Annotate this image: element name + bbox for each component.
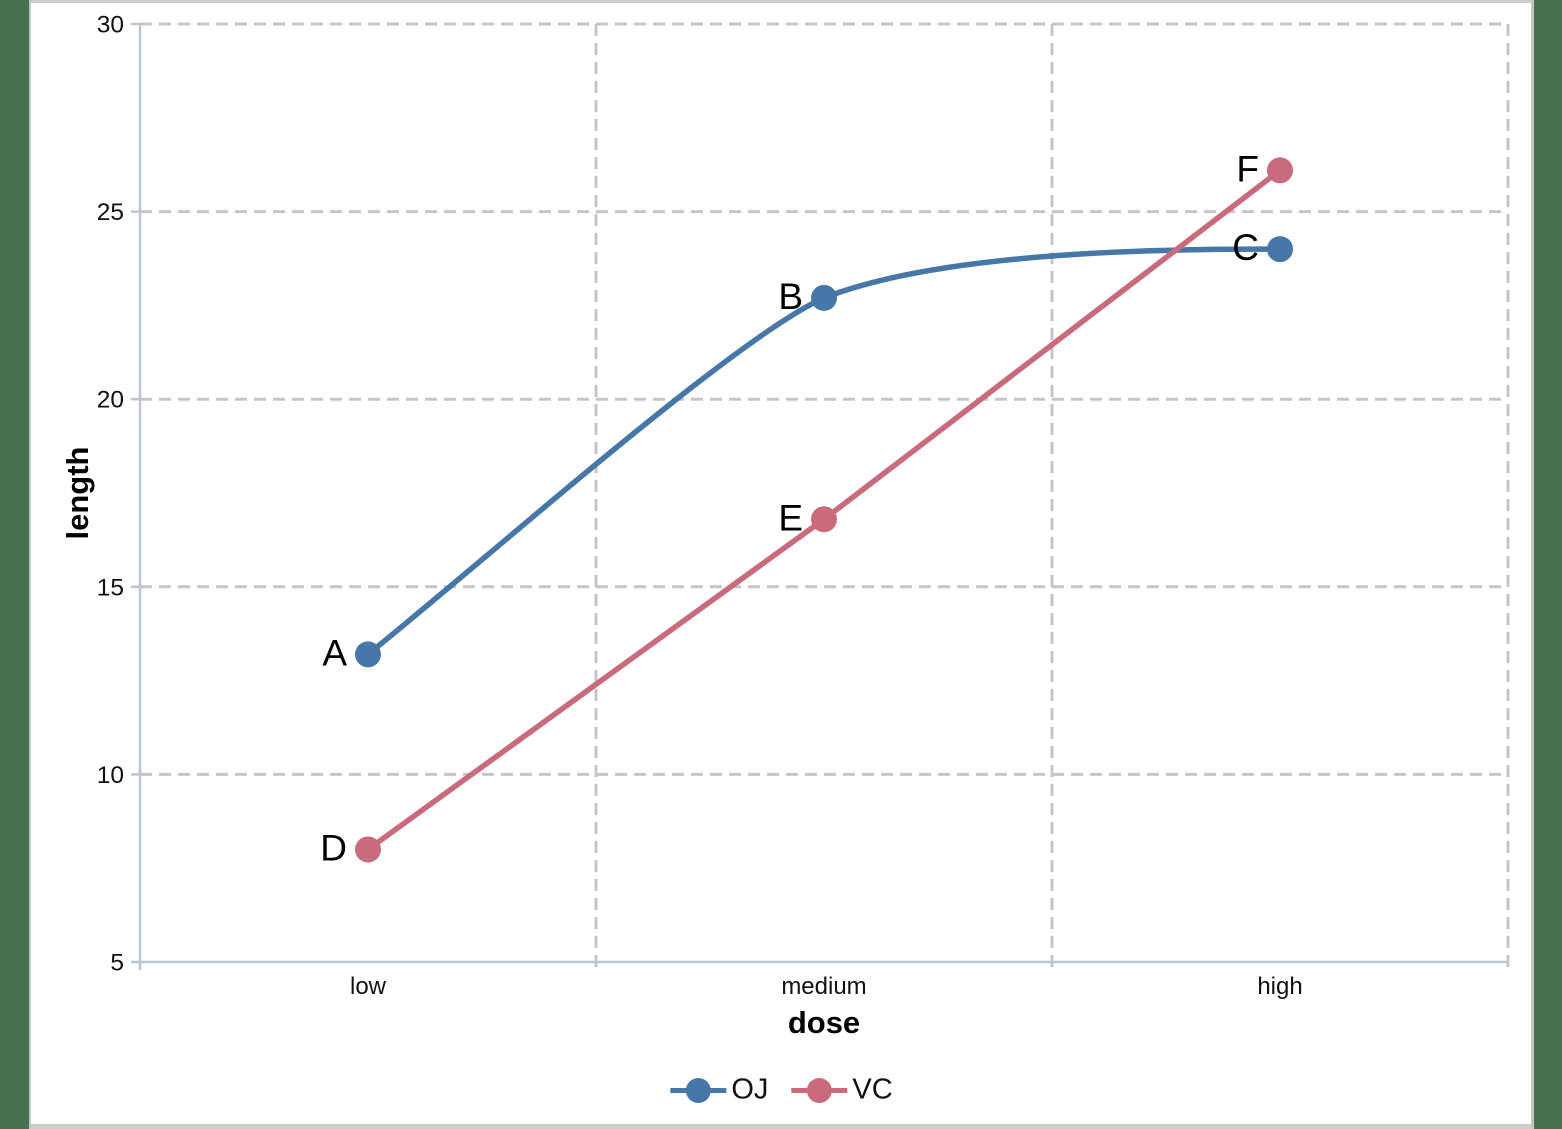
- legend-label-oj: OJ: [731, 1073, 769, 1106]
- data-point-f: [1267, 157, 1293, 184]
- data-point-b: [811, 284, 837, 311]
- y-tick-label: 25: [97, 199, 124, 226]
- y-axis-title: length: [60, 446, 95, 540]
- point-label-f: F: [1236, 148, 1259, 189]
- y-tick-label: 10: [97, 762, 124, 789]
- x-tick-label: medium: [781, 973, 866, 1000]
- legend-item-vc: VC: [790, 1073, 893, 1107]
- point-label-c: C: [1232, 227, 1259, 268]
- y-tick-label: 15: [97, 574, 124, 601]
- chart-canvas: [29, 0, 1534, 1129]
- data-point-c: [1267, 236, 1293, 263]
- x-tick-label: low: [350, 973, 387, 1000]
- point-label-d: D: [320, 827, 347, 868]
- legend: OJ VC: [669, 1073, 893, 1107]
- legend-marker-oj: [670, 1077, 727, 1103]
- data-point-a: [355, 641, 381, 668]
- point-label-e: E: [778, 497, 803, 538]
- y-tick-label: 30: [97, 12, 124, 39]
- x-axis-title: dose: [787, 1005, 861, 1040]
- data-point-d: [355, 836, 381, 863]
- legend-item-oj: OJ: [669, 1074, 768, 1107]
- legend-marker-vc: [791, 1077, 848, 1103]
- point-label-a: A: [322, 632, 347, 673]
- y-tick-label: 20: [97, 387, 124, 414]
- x-tick-label: high: [1257, 973, 1302, 1000]
- y-tick-label: 5: [110, 950, 124, 977]
- legend-label-vc: VC: [852, 1073, 893, 1106]
- data-point-e: [811, 506, 837, 533]
- point-label-b: B: [778, 276, 803, 317]
